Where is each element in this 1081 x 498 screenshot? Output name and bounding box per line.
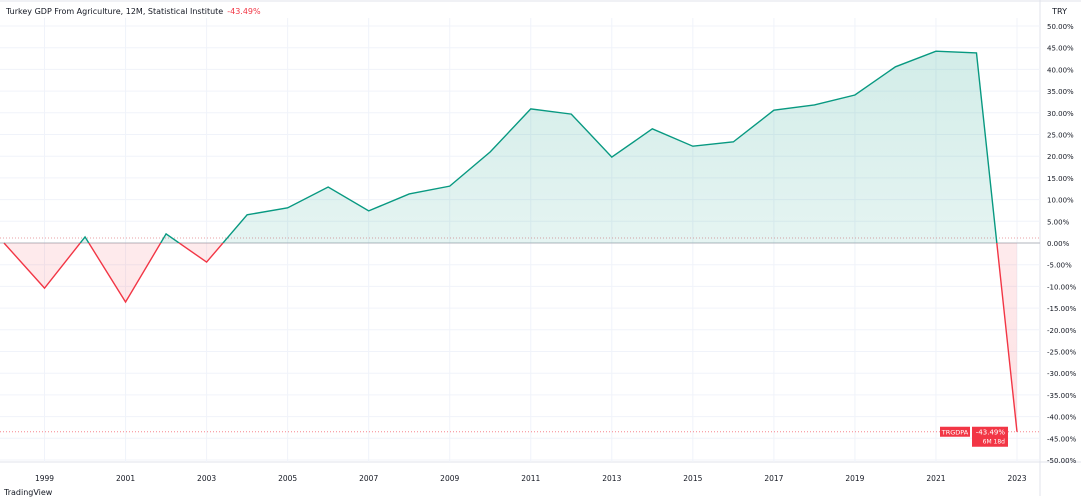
y-tick-label: 45.00%	[1047, 45, 1074, 53]
x-tick-label: 1999	[35, 474, 54, 483]
x-tick-label: 2005	[278, 474, 297, 483]
y-tick-label: 40.00%	[1047, 66, 1074, 74]
y-tick-label: -30.00%	[1047, 370, 1077, 378]
x-tick-label: 2017	[764, 474, 783, 483]
symbol-badge-text: TRGDPA	[941, 429, 969, 437]
value-badge-text: -43.49%	[976, 429, 1006, 437]
x-tick-label: 2011	[521, 474, 540, 483]
y-tick-label: -15.00%	[1047, 305, 1077, 313]
y-tick-label: -40.00%	[1047, 414, 1077, 422]
x-tick-label: 2009	[440, 474, 459, 483]
y-tick-label: 50.00%	[1047, 23, 1074, 31]
symbol-badge	[940, 426, 970, 437]
y-tick-label: 30.00%	[1047, 110, 1074, 118]
y-tick-label: -35.00%	[1047, 392, 1077, 400]
y-tick-label: -45.00%	[1047, 435, 1077, 443]
x-tick-label: 2001	[116, 474, 135, 483]
y-tick-label: 5.00%	[1047, 218, 1070, 226]
series-line-positive	[4, 50, 998, 243]
x-tick-label: 2013	[602, 474, 621, 483]
chart-title: Turkey GDP From Agriculture, 12M, Statis…	[6, 7, 261, 16]
currency-label: TRY	[1052, 7, 1067, 16]
negative-area	[4, 243, 1017, 432]
y-tick-label: 0.00%	[1047, 240, 1070, 248]
x-tick-label: 2015	[683, 474, 702, 483]
y-tick-label: -50.00%	[1047, 457, 1077, 465]
x-tick-label: 2007	[359, 474, 378, 483]
y-tick-label: 20.00%	[1047, 153, 1074, 161]
y-tick-label: -5.00%	[1047, 262, 1072, 270]
x-tick-label: 2003	[197, 474, 216, 483]
change-value: -43.49%	[227, 7, 261, 16]
countdown-text: 6M 18d	[983, 439, 1006, 446]
tradingview-logo: TradingView	[4, 488, 53, 497]
y-tick-label: 25.00%	[1047, 132, 1074, 140]
y-tick-label: -25.00%	[1047, 349, 1077, 357]
x-tick-label: 2021	[926, 474, 945, 483]
y-tick-label: 15.00%	[1047, 175, 1074, 183]
title-text: Turkey GDP From Agriculture, 12M, Statis…	[6, 7, 224, 16]
x-tick-label: 2023	[1007, 474, 1026, 483]
y-tick-label: -20.00%	[1047, 327, 1077, 335]
x-tick-label: 2019	[845, 474, 864, 483]
y-tick-label: 35.00%	[1047, 88, 1074, 96]
value-badge	[972, 426, 1008, 447]
y-tick-label: -10.00%	[1047, 283, 1077, 291]
positive-area	[4, 51, 1017, 243]
y-tick-label: 10.00%	[1047, 197, 1074, 205]
